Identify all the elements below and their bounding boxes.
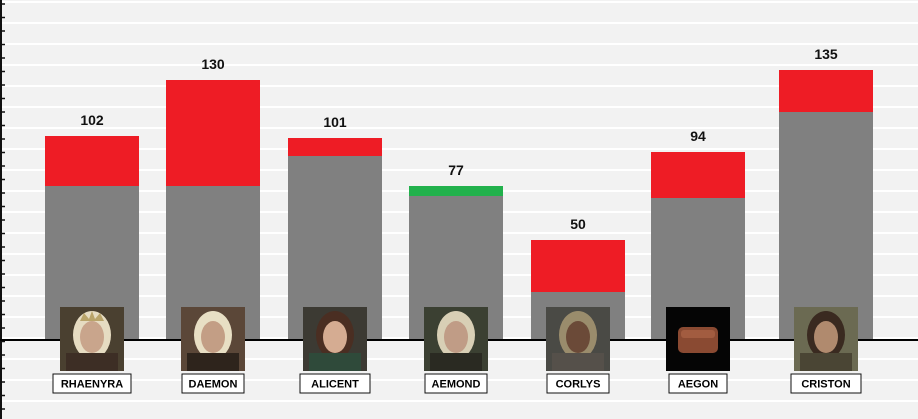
- criston-portrait-icon: [794, 307, 858, 371]
- category-label: AEMOND: [432, 379, 481, 391]
- data-label: 102: [80, 112, 104, 128]
- category-label: RHAENYRA: [61, 379, 123, 391]
- bar-aegon-segment-2: [651, 152, 745, 198]
- data-label: 130: [201, 56, 225, 72]
- bar-alicent-segment-2: [288, 138, 382, 156]
- bar-rhaenyra-segment-2: [45, 136, 139, 186]
- bar-corlys-segment-2: [531, 240, 625, 292]
- category-label: ALICENT: [311, 379, 359, 391]
- category-label: DAEMON: [189, 379, 238, 391]
- data-label: 101: [323, 114, 347, 130]
- aemond-portrait-icon: [424, 307, 488, 371]
- data-label: 135: [814, 46, 838, 62]
- daemon-portrait-icon: [181, 307, 245, 371]
- bar-criston-segment-2: [779, 70, 873, 112]
- bar-daemon-segment-2: [166, 80, 260, 186]
- category-label-box: [424, 373, 488, 394]
- bar-aemond-segment-3: [409, 186, 503, 196]
- aegon-bread-icon: [666, 307, 730, 371]
- data-label: 94: [690, 128, 706, 144]
- rhaenyra-portrait-icon: [60, 307, 124, 371]
- category-label-box: [668, 373, 728, 394]
- data-label: 77: [448, 162, 464, 178]
- category-label-box: [52, 373, 132, 394]
- data-label: 50: [570, 216, 586, 232]
- category-label: AEGON: [678, 379, 718, 391]
- corlys-portrait-icon: [546, 307, 610, 371]
- category-label-box: [299, 373, 371, 394]
- bar-criston-segment-1: [779, 112, 873, 340]
- alicent-portrait-icon: [303, 307, 367, 371]
- category-label-box: [790, 373, 862, 394]
- category-label: CRISTON: [801, 379, 850, 391]
- category-label: CORLYS: [556, 379, 601, 391]
- category-label-box: [546, 373, 610, 394]
- category-label-box: [181, 373, 245, 394]
